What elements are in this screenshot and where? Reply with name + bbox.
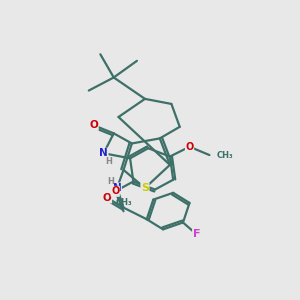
Text: CH₃: CH₃ bbox=[115, 198, 132, 207]
Text: O: O bbox=[185, 142, 194, 152]
Text: H: H bbox=[106, 157, 112, 166]
Text: O: O bbox=[103, 193, 112, 203]
Text: H: H bbox=[107, 177, 114, 186]
Text: N: N bbox=[99, 148, 108, 158]
Text: N: N bbox=[112, 183, 122, 193]
Text: F: F bbox=[193, 229, 200, 239]
Text: CH₃: CH₃ bbox=[217, 151, 233, 160]
Text: O: O bbox=[89, 120, 98, 130]
Text: O: O bbox=[111, 186, 119, 196]
Text: S: S bbox=[141, 183, 149, 193]
